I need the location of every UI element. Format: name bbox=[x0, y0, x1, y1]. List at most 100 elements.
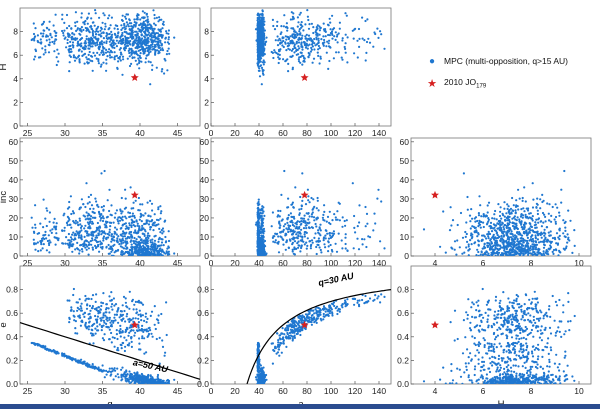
mpc-point bbox=[71, 35, 74, 38]
mpc-point bbox=[126, 57, 129, 60]
mpc-point bbox=[282, 225, 285, 228]
mpc-point bbox=[90, 17, 93, 20]
mpc-point bbox=[142, 49, 145, 52]
mpc-point bbox=[510, 196, 514, 200]
mpc-point bbox=[541, 193, 544, 196]
mpc-point bbox=[494, 254, 497, 256]
mpc-point bbox=[105, 69, 108, 72]
mpc-point bbox=[324, 246, 327, 249]
mpc-point bbox=[106, 199, 109, 202]
mpc-point bbox=[151, 241, 154, 244]
mpc-point bbox=[136, 42, 139, 45]
mpc-point bbox=[68, 24, 71, 28]
mpc-point bbox=[257, 225, 260, 228]
mpc-point bbox=[135, 252, 138, 255]
mpc-point bbox=[53, 217, 56, 220]
mpc-point bbox=[451, 219, 455, 222]
mpc-point bbox=[258, 22, 261, 25]
mpc-point bbox=[291, 232, 294, 235]
mpc-point bbox=[313, 48, 316, 51]
mpc-point bbox=[44, 51, 47, 54]
mpc-point bbox=[161, 27, 164, 30]
mpc-point bbox=[146, 248, 149, 251]
mpc-point bbox=[497, 236, 501, 239]
mpc-point bbox=[124, 17, 128, 20]
mpc-point bbox=[530, 240, 533, 243]
mpc-point bbox=[491, 217, 494, 220]
mpc-point bbox=[138, 60, 141, 63]
mpc-point bbox=[258, 245, 262, 248]
mpc-point bbox=[545, 249, 548, 252]
mpc-point bbox=[87, 195, 90, 199]
mpc-point bbox=[97, 205, 100, 208]
mpc-point bbox=[129, 186, 132, 189]
mpc-point bbox=[93, 216, 96, 219]
mpc-point bbox=[54, 243, 57, 246]
mpc-point bbox=[500, 223, 503, 226]
mpc-point bbox=[125, 25, 128, 28]
mpc-point bbox=[137, 40, 140, 43]
mpc-point bbox=[291, 66, 294, 69]
mpc-point bbox=[126, 226, 129, 230]
mpc-point bbox=[151, 219, 154, 222]
mpc-point bbox=[351, 182, 354, 185]
mpc-point bbox=[444, 251, 447, 254]
mpc-point bbox=[153, 22, 156, 25]
mpc-point bbox=[128, 232, 131, 235]
mpc-point bbox=[258, 67, 261, 70]
mpc-point bbox=[91, 216, 95, 219]
mpc-point bbox=[124, 15, 127, 18]
mpc-point bbox=[292, 41, 295, 45]
mpc-point bbox=[263, 20, 266, 23]
mpc-point bbox=[337, 51, 340, 54]
mpc-point bbox=[149, 50, 152, 53]
mpc-point bbox=[297, 21, 300, 24]
mpc-point bbox=[86, 62, 89, 65]
mpc-point bbox=[480, 220, 483, 224]
mpc-point bbox=[529, 252, 532, 255]
mpc-point bbox=[144, 29, 147, 32]
mpc-point bbox=[85, 37, 88, 41]
mpc-point bbox=[364, 205, 367, 209]
mpc-point bbox=[129, 324, 132, 327]
mpc-point bbox=[271, 236, 274, 239]
mpc-point bbox=[102, 312, 105, 315]
mpc-point bbox=[298, 28, 301, 31]
mpc-point bbox=[129, 33, 132, 37]
x-tick-label: 80 bbox=[302, 128, 312, 138]
mpc-point bbox=[145, 34, 149, 37]
mpc-point bbox=[109, 24, 112, 27]
mpc-point bbox=[487, 252, 490, 255]
mpc-point bbox=[316, 51, 319, 54]
mpc-point bbox=[148, 250, 151, 253]
x-tick-label: 120 bbox=[348, 128, 362, 138]
mpc-point bbox=[115, 54, 118, 58]
mpc-point bbox=[133, 334, 136, 337]
mpc-point bbox=[365, 212, 369, 215]
mpc-point bbox=[119, 51, 122, 54]
mpc-point bbox=[358, 204, 361, 207]
mpc-point bbox=[108, 51, 111, 54]
mpc-point bbox=[279, 235, 282, 238]
mpc-point bbox=[96, 221, 99, 225]
mpc-point bbox=[555, 232, 559, 235]
mpc-point bbox=[498, 251, 501, 254]
mpc-point bbox=[72, 231, 75, 234]
mpc-point bbox=[90, 38, 94, 42]
mpc-point bbox=[133, 242, 136, 245]
mpc-point bbox=[111, 238, 114, 241]
mpc-point bbox=[484, 253, 487, 256]
mpc-point bbox=[482, 234, 485, 237]
mpc-point bbox=[139, 215, 142, 218]
mpc-point bbox=[72, 37, 75, 40]
mpc-point bbox=[139, 52, 142, 55]
mpc-point bbox=[361, 37, 364, 40]
mpc-point bbox=[147, 214, 150, 217]
mpc-point bbox=[297, 45, 300, 48]
mpc-point bbox=[505, 233, 509, 236]
mpc-point bbox=[143, 11, 146, 14]
mpc-point bbox=[154, 45, 157, 48]
mpc-point bbox=[307, 44, 310, 47]
highlight-star-marker bbox=[300, 73, 309, 82]
mpc-point bbox=[518, 246, 522, 249]
